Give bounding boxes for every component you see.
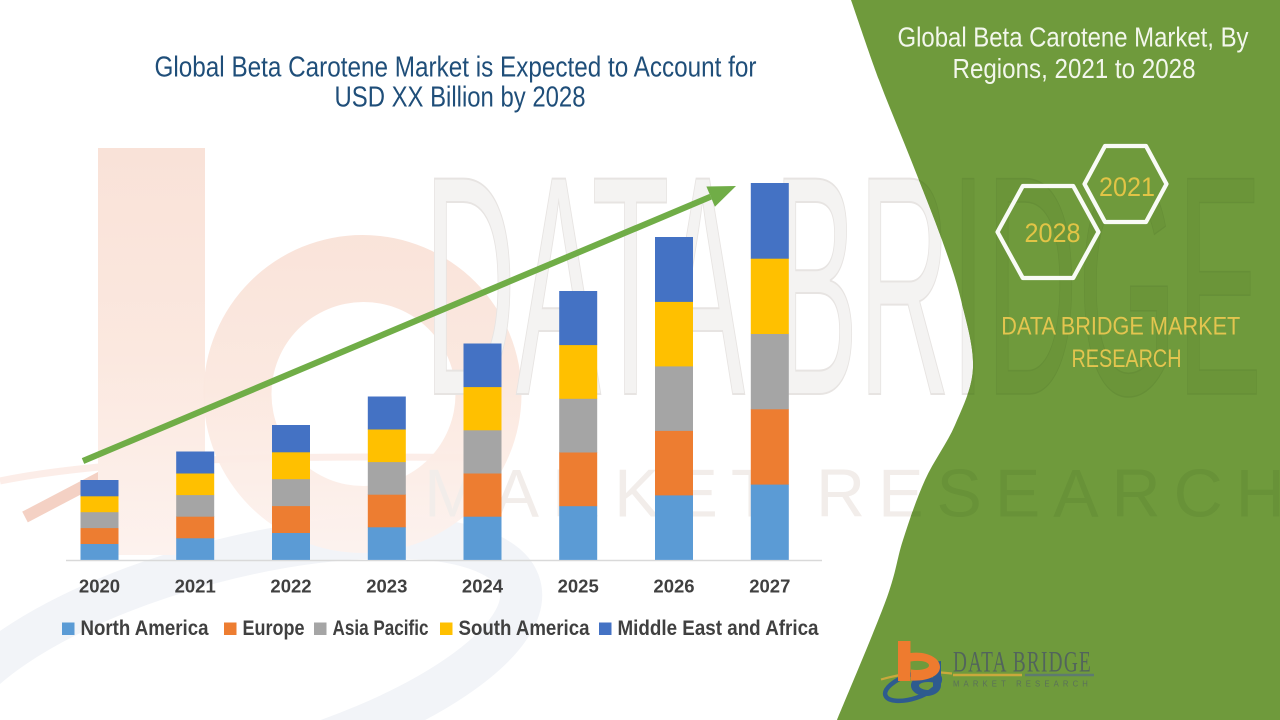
svg-text:Middle East and Africa: Middle East and Africa bbox=[618, 617, 819, 640]
svg-text:2026: 2026 bbox=[653, 576, 694, 597]
svg-text:2020: 2020 bbox=[79, 576, 120, 597]
svg-text:DATA BRIDGE: DATA BRIDGE bbox=[953, 646, 1092, 679]
svg-text:South America: South America bbox=[459, 617, 590, 640]
svg-text:2024: 2024 bbox=[462, 576, 504, 597]
svg-text:2027: 2027 bbox=[749, 576, 790, 597]
svg-text:DATA BRIDGE MARKET: DATA BRIDGE MARKET bbox=[1001, 313, 1240, 341]
svg-text:2022: 2022 bbox=[270, 576, 311, 597]
svg-text:RESEARCH: RESEARCH bbox=[1072, 345, 1182, 373]
svg-text:USD XX Billion by 2028: USD XX Billion by 2028 bbox=[335, 82, 586, 114]
svg-text:2021: 2021 bbox=[175, 576, 216, 597]
svg-text:MARKET RESEARCH: MARKET RESEARCH bbox=[953, 680, 1092, 689]
svg-text:2021: 2021 bbox=[1099, 172, 1155, 202]
svg-text:2028: 2028 bbox=[1025, 218, 1081, 248]
svg-text:Europe: Europe bbox=[243, 617, 305, 640]
svg-text:Regions, 2021 to 2028: Regions, 2021 to 2028 bbox=[953, 53, 1196, 84]
svg-text:Global Beta Carotene Market is: Global Beta Carotene Market is Expected … bbox=[155, 52, 757, 84]
svg-text:North America: North America bbox=[81, 617, 209, 640]
svg-text:2023: 2023 bbox=[366, 576, 407, 597]
svg-text:Global Beta Carotene Market, B: Global Beta Carotene Market, By bbox=[898, 22, 1249, 53]
svg-text:Asia Pacific: Asia Pacific bbox=[333, 617, 429, 640]
svg-text:2025: 2025 bbox=[558, 576, 599, 597]
